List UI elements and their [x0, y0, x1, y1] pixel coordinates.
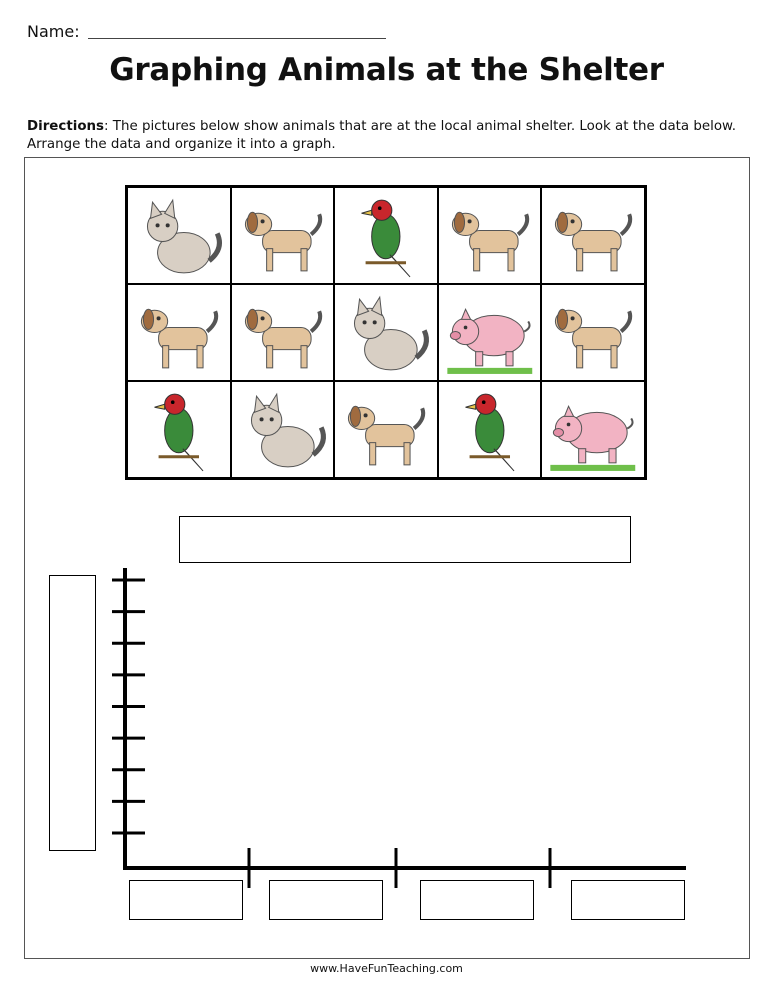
animal-picture-dog — [230, 284, 335, 381]
dog-icon — [128, 285, 230, 380]
directions: Directions: The pictures below show anim… — [27, 118, 757, 154]
cat-icon — [232, 382, 334, 477]
x-category-box-2[interactable] — [269, 880, 383, 920]
directions-text: : The pictures below show animals that a… — [27, 119, 737, 152]
dog-icon — [232, 285, 334, 380]
animal-picture-bird — [127, 381, 231, 478]
animal-picture-cat — [334, 284, 438, 381]
name-label: Name: — [27, 22, 80, 41]
name-write-line[interactable] — [88, 38, 386, 39]
animal-picture-dog — [541, 284, 645, 381]
worksheet-title: Graphing Animals at the Shelter — [109, 52, 664, 88]
bird-icon — [439, 382, 541, 477]
worksheet-frame — [24, 157, 750, 959]
animal-picture-dog — [230, 187, 335, 284]
directions-label: Directions — [27, 119, 105, 134]
cat-icon — [128, 188, 230, 283]
animal-picture-pig — [437, 284, 542, 381]
x-category-box-4[interactable] — [571, 880, 685, 920]
animal-picture-bird — [437, 381, 542, 478]
bird-icon — [128, 382, 230, 477]
animal-picture-pig — [541, 381, 645, 478]
animal-picture-cat — [230, 381, 335, 478]
footer-website: www.HaveFunTeaching.com — [310, 962, 463, 975]
x-category-box-1[interactable] — [129, 880, 243, 920]
dog-icon — [335, 382, 437, 477]
animal-picture-bird — [334, 187, 438, 284]
pig-icon — [439, 285, 541, 380]
dog-icon — [439, 188, 541, 283]
animal-picture-dog — [437, 187, 542, 284]
animal-picture-dog — [127, 284, 231, 381]
animal-picture-dog — [334, 381, 438, 478]
pig-icon — [542, 382, 644, 477]
dog-icon — [542, 285, 644, 380]
dog-icon — [542, 188, 644, 283]
animal-picture-dog — [541, 187, 645, 284]
bird-icon — [335, 188, 437, 283]
cat-icon — [335, 285, 437, 380]
graph-title-box[interactable] — [179, 516, 631, 563]
animal-picture-cat — [127, 187, 231, 284]
animal-picture-grid — [125, 185, 647, 480]
y-axis-label-box[interactable] — [49, 575, 96, 851]
x-category-box-3[interactable] — [420, 880, 534, 920]
dog-icon — [232, 188, 334, 283]
